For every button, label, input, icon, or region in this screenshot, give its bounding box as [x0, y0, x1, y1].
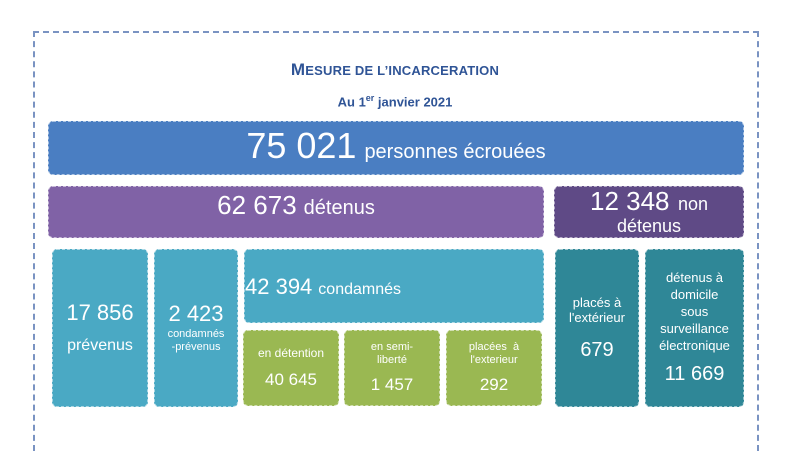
en-detention-box: en détention 40 645: [243, 330, 339, 406]
dashed-frame: [33, 31, 759, 451]
placees-exterieur-value: 292: [479, 375, 509, 395]
condamnes-prevenus-value: 2 423: [168, 300, 224, 326]
surveillance-label-d: surveillance: [660, 320, 729, 336]
en-detention-label: en détention: [257, 345, 325, 360]
surveillance-label-e: électronique: [659, 337, 730, 353]
places-exterieur-label-b: l'extérieur: [569, 309, 625, 325]
detenus-box: 62 673 détenus: [48, 186, 544, 238]
non-detenus-box: 12 348 non détenus: [554, 186, 744, 238]
page-title: MESURE DE L’INCARCERATION: [290, 60, 500, 79]
semi-liberte-box: en semi- liberté 1 457: [344, 330, 440, 406]
surveillance-value: 11 669: [664, 362, 725, 385]
placees-exterieur-box: placées à l'exterieur 292: [446, 330, 542, 406]
condamnes-value: 42 394: [245, 274, 313, 299]
surveillance-label-b: domicile: [670, 287, 719, 303]
date-subtitle: Au 1er janvier 2021: [337, 93, 453, 110]
semi-liberte-label-a: en semi-: [370, 340, 414, 353]
surveillance-label-a: détenus à: [665, 270, 724, 286]
placees-exterieur-label-b: l'exterieur: [470, 354, 518, 366]
condamnes-prevenus-label-b: -prévenus: [171, 341, 221, 354]
condamnes-label: condamnés: [318, 281, 402, 298]
en-detention-value: 40 645: [265, 370, 317, 390]
non-detenus-value: 12 348: [589, 185, 670, 216]
condamnes-prevenus-label-a: condamnés: [167, 327, 225, 340]
places-exterieur-label-a: placés à: [572, 294, 622, 310]
total-value: 75 021: [246, 125, 357, 166]
total-box: 75 021 personnes écrouées: [48, 121, 744, 175]
detenus-label: détenus: [303, 197, 375, 219]
prevenus-value: 17 856: [66, 299, 134, 325]
condamnes-box: 42 394 condamnés: [244, 249, 544, 323]
prevenus-label: prévenus: [67, 337, 133, 355]
places-exterieur-box: placés à l'extérieur 679: [555, 249, 639, 407]
surveillance-label-c: sous: [680, 304, 709, 320]
non-detenus-label-b: détenus: [616, 216, 682, 237]
non-detenus-label-a: non: [677, 193, 709, 214]
semi-liberte-value: 1 457: [370, 375, 414, 395]
total-label: personnes écrouées: [364, 141, 546, 163]
detenus-value: 62 673: [217, 190, 297, 220]
condamnes-prevenus-box: 2 423 condamnés -prévenus: [154, 249, 238, 407]
prevenus-box: 17 856 prévenus: [52, 249, 148, 407]
places-exterieur-value: 679: [580, 338, 614, 361]
surveillance-box: détenus à domicile sous surveillance éle…: [645, 249, 744, 407]
semi-liberte-label-b: liberté: [377, 354, 407, 366]
placees-exterieur-label-a: placées à: [468, 340, 520, 353]
